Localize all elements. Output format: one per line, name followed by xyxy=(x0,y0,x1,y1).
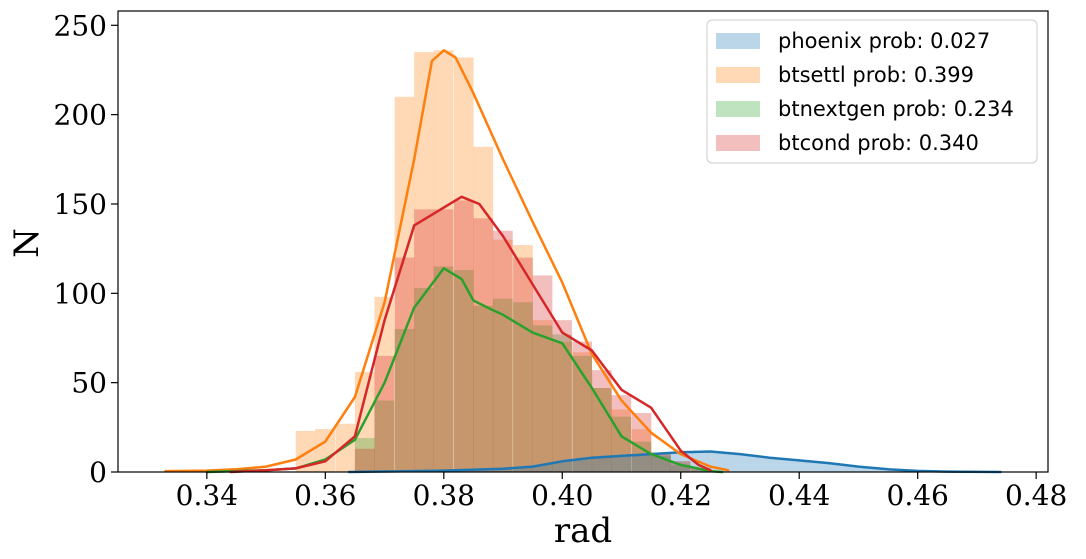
hist-bar-btcond xyxy=(473,218,494,472)
hist-bar-btcond xyxy=(492,230,513,472)
y-tick-label: 50 xyxy=(71,367,107,400)
hist-bar-btcond xyxy=(513,257,533,472)
hist-bar-btnextgen xyxy=(631,441,652,472)
hist-bar-btsettl xyxy=(651,452,671,472)
hist-bar-btnextgen xyxy=(591,388,612,472)
hist-bar-btsettl xyxy=(414,52,434,473)
x-tick-label: 0.42 xyxy=(650,479,712,512)
hist-bar-btnextgen xyxy=(492,298,513,472)
hist-bar-btcond xyxy=(453,200,474,472)
hist-bar-btcond xyxy=(354,448,375,472)
hist-bar-btnextgen xyxy=(670,464,691,472)
plot-area xyxy=(164,49,1002,474)
kde-line-btcond xyxy=(229,195,712,474)
hist-bar-btnextgen xyxy=(552,334,572,472)
hist-bar-btsettl xyxy=(433,50,454,472)
hist-bar-btsettl xyxy=(513,245,533,472)
legend-label-btnextgen: btnextgen prob: 0.234 xyxy=(778,97,1014,121)
hist-bar-btsettl xyxy=(631,429,652,472)
hist-bar-btcond xyxy=(532,275,553,472)
legend-swatch-phoenix xyxy=(716,33,760,49)
legend: phoenix prob: 0.027 btsettl prob: 0.399 bt… xyxy=(706,19,1038,164)
x-tick-label: 0.46 xyxy=(887,479,949,512)
legend-label-btsettl: btsettl prob: 0.399 xyxy=(778,63,974,87)
legend-swatch-btcond xyxy=(716,135,760,151)
hist-bar-btnextgen xyxy=(453,270,474,472)
hist-bar-btnextgen xyxy=(572,355,593,472)
x-tick-label: 0.36 xyxy=(294,479,356,512)
legend-box xyxy=(706,19,1038,164)
hist-bar-btsettl xyxy=(295,430,316,472)
hist-bar-btcond xyxy=(670,461,691,472)
hist-bar-btsettl xyxy=(492,239,513,472)
hist-bar-btnextgen xyxy=(394,329,415,472)
x-tick-label: 0.34 xyxy=(176,479,238,512)
hist-bar-btcond xyxy=(394,257,415,472)
hist-bar-btnextgen xyxy=(414,287,434,472)
hist-bar-btcond xyxy=(572,341,593,472)
kde-line-phoenix xyxy=(347,450,1002,474)
hist-bar-btsettl xyxy=(591,388,612,472)
hist-bar-btnextgen xyxy=(374,400,395,472)
hist-bar-btnextgen xyxy=(473,305,494,472)
hist-bar-btnextgen xyxy=(513,302,533,472)
legend-label-phoenix: phoenix prob: 0.027 xyxy=(778,29,990,53)
kde-line-btsettl xyxy=(164,49,730,473)
y-tick-label: 150 xyxy=(54,188,107,221)
hist-bar-btnextgen xyxy=(354,438,375,472)
hist-bar-btcond xyxy=(433,209,454,472)
hist-bar-btsettl xyxy=(552,341,572,472)
axes-frame xyxy=(117,10,1049,473)
hist-bar-btsettl xyxy=(532,320,553,472)
hist-bar-btsettl xyxy=(453,57,474,472)
x-tick-label: 0.48 xyxy=(1005,479,1067,512)
y-tick-label: 250 xyxy=(54,9,107,42)
hist-bar-btsettl xyxy=(394,96,415,472)
hist-bar-btnextgen xyxy=(433,266,454,472)
legend-label-btcond: btcond prob: 0.340 xyxy=(778,131,979,155)
y-tick-label: 200 xyxy=(54,99,107,132)
legend-swatch-btnextgen xyxy=(716,101,760,117)
y-axis-title: N xyxy=(7,228,47,258)
hist-bar-btsettl xyxy=(335,423,356,472)
hist-bar-btnextgen xyxy=(532,325,553,472)
x-axis-title: rad xyxy=(554,511,612,551)
legend-swatch-btsettl xyxy=(716,67,760,83)
hist-bar-btcond xyxy=(374,355,395,472)
hist-bar-btnextgen xyxy=(690,470,711,472)
hist-bar-btsettl xyxy=(473,146,494,472)
axis-ticks: 0.34 0.36 0.38 0.40 0.42 0.44 0.46 0.48 0 50 100 15… xyxy=(54,9,1068,512)
x-tick-label: 0.44 xyxy=(768,479,830,512)
hist-bar-btsettl xyxy=(315,429,335,472)
hist-bar-btnextgen xyxy=(611,416,632,472)
hist-bar-btcond xyxy=(552,320,572,472)
hist-bar-btsettl xyxy=(670,461,691,472)
y-tick-label: 0 xyxy=(89,456,107,489)
x-tick-label: 0.38 xyxy=(413,479,475,512)
x-tick-label: 0.40 xyxy=(531,479,593,512)
y-tick-label: 100 xyxy=(54,277,107,310)
hist-bar-btcond xyxy=(414,209,434,472)
